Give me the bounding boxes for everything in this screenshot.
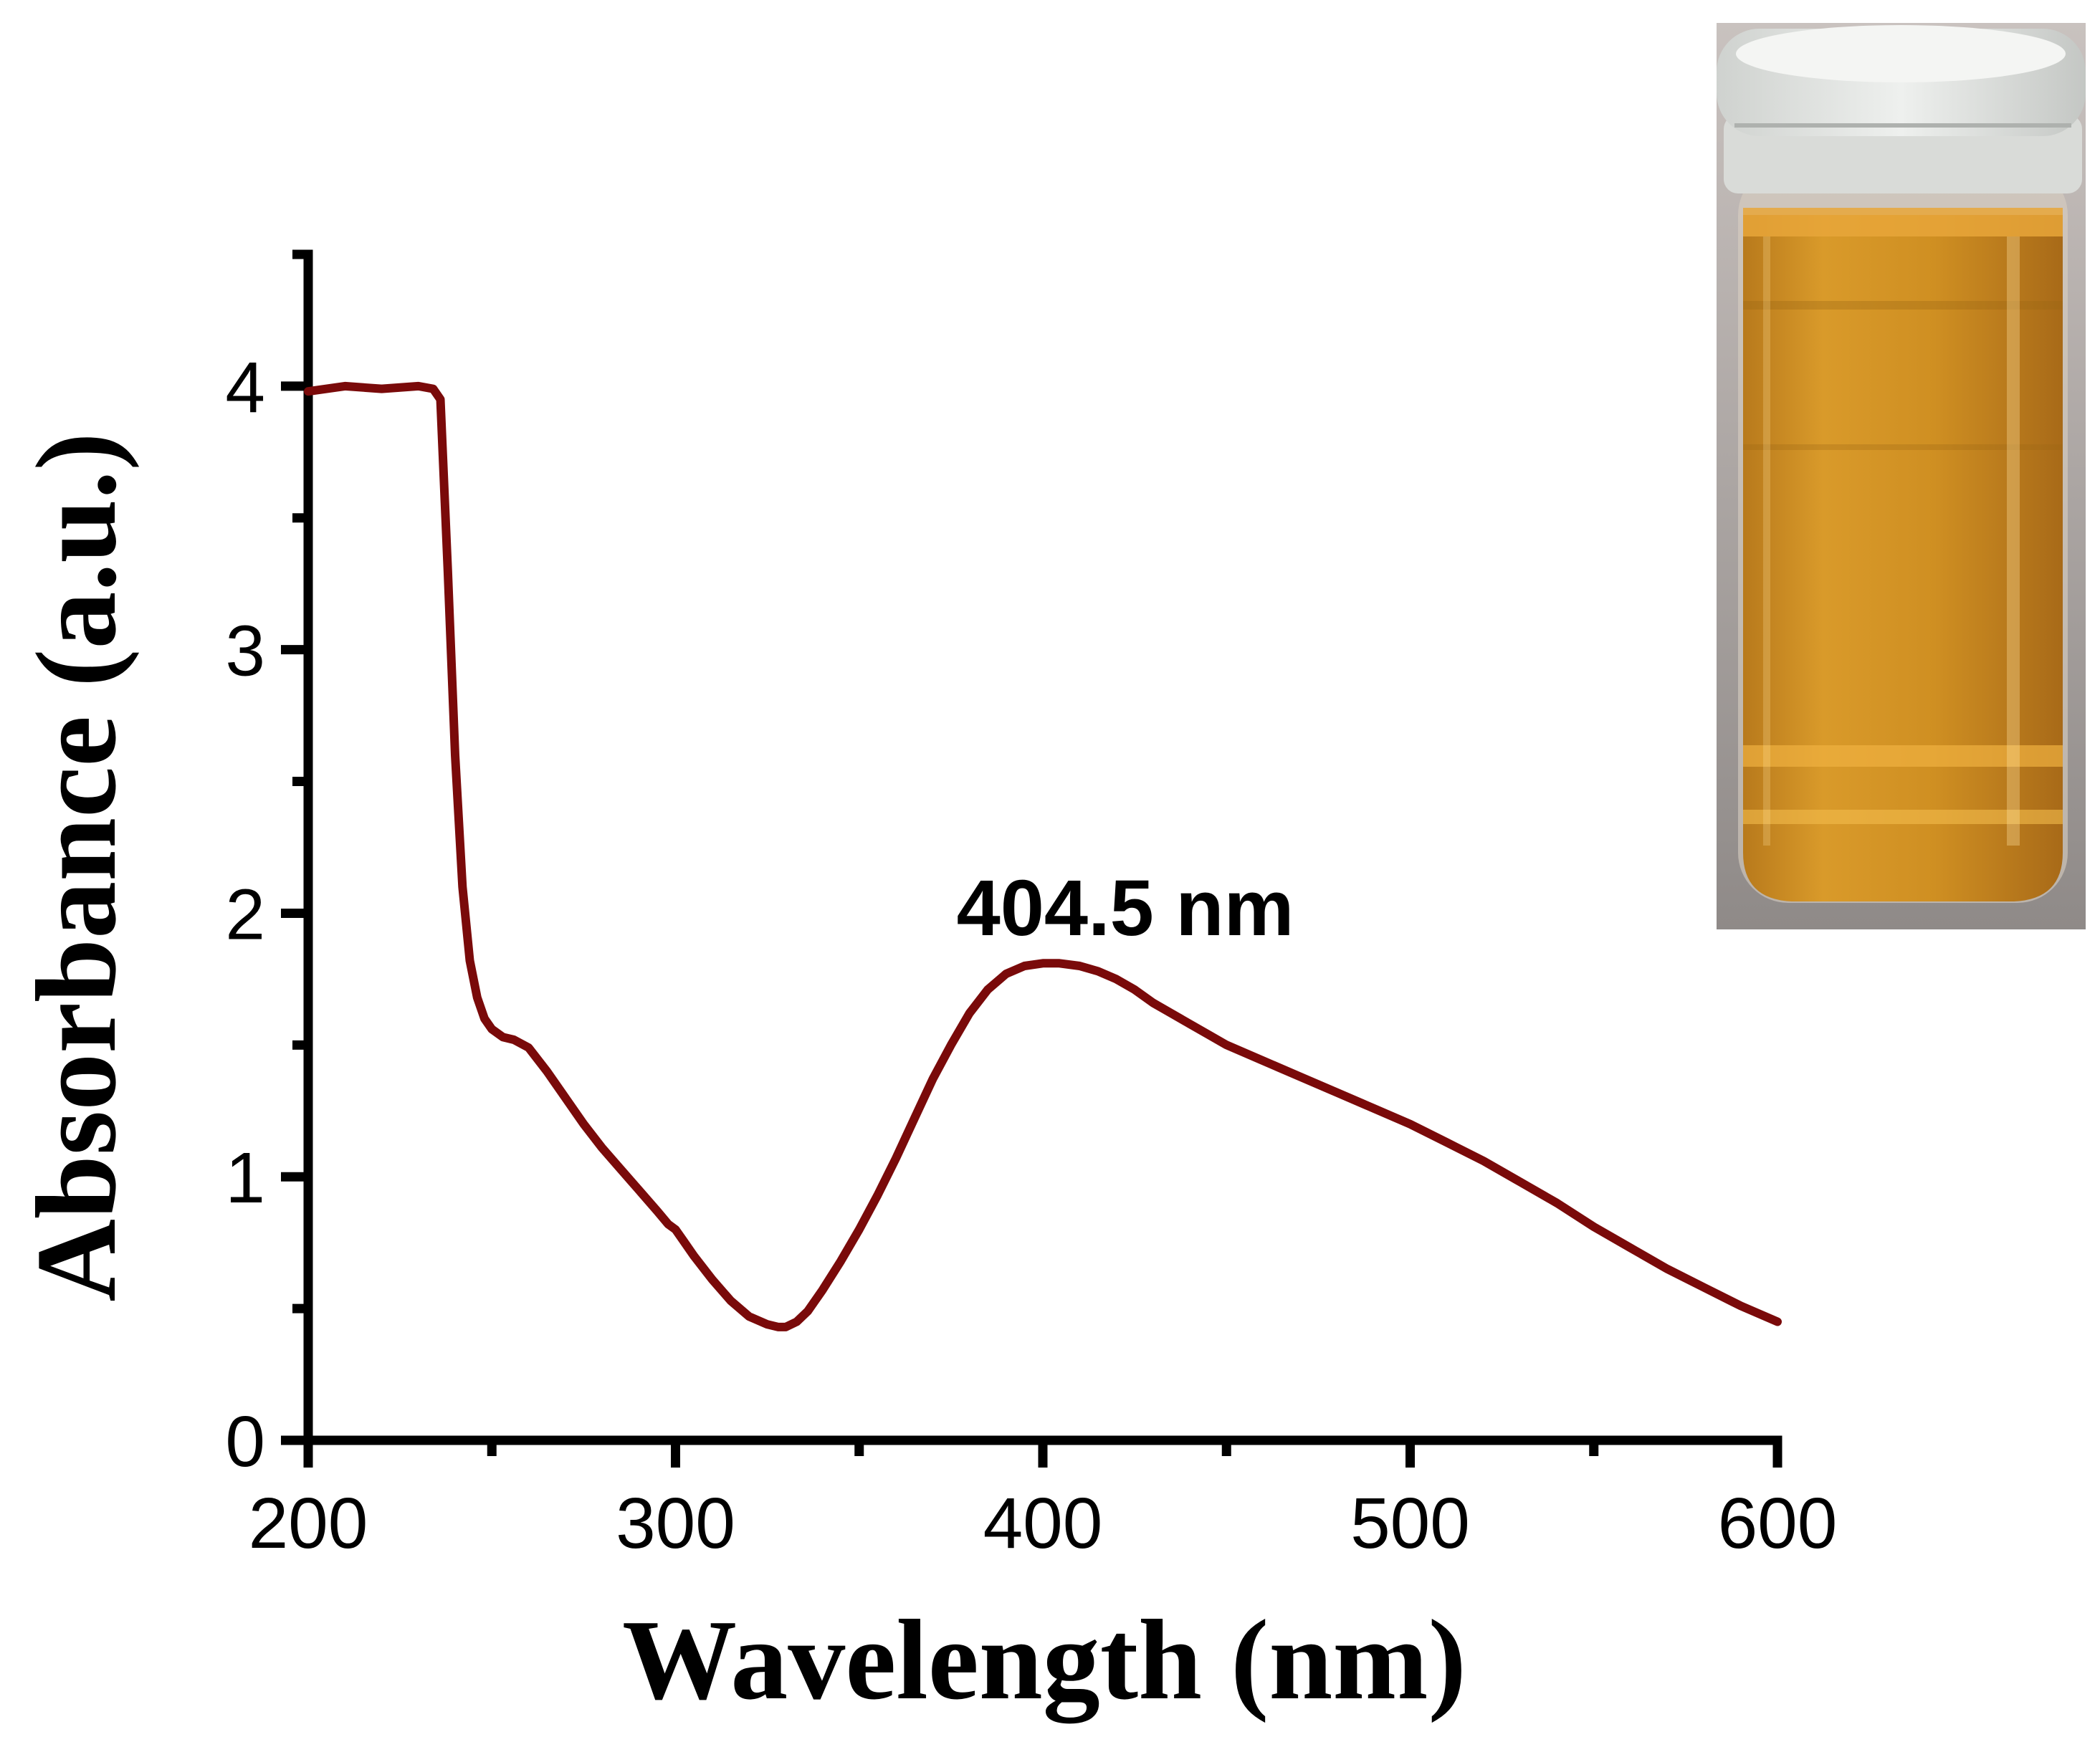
x-tick-label: 500 — [1350, 1483, 1470, 1564]
x-tick-label: 600 — [1718, 1483, 1838, 1564]
plot-area: 200 300 400 500 600 0 1 2 3 4 — [225, 249, 1838, 1564]
y-tick-label: 0 — [225, 1402, 265, 1482]
vial-photo — [1717, 23, 2086, 929]
y-tick-label: 2 — [225, 874, 265, 954]
y-tick-label: 4 — [225, 348, 265, 428]
x-tick-label: 300 — [616, 1483, 735, 1564]
series-layer — [304, 381, 1782, 1331]
ticks: 200 300 400 500 600 0 1 2 3 4 — [225, 249, 1838, 1564]
peak-annotation: 404.5 nm — [957, 864, 1294, 952]
axes — [303, 249, 1782, 1445]
y-tick-label: 3 — [225, 611, 265, 691]
x-tick-label: 200 — [249, 1483, 368, 1564]
y-tick-label: 1 — [225, 1138, 265, 1218]
x-tick-label: 400 — [983, 1483, 1103, 1564]
y-axis-title: Absorbance (a.u.) — [12, 432, 140, 1301]
series-line-absorbance — [304, 381, 1782, 1331]
x-axis-title: Wavelength (nm) — [622, 1596, 1466, 1724]
